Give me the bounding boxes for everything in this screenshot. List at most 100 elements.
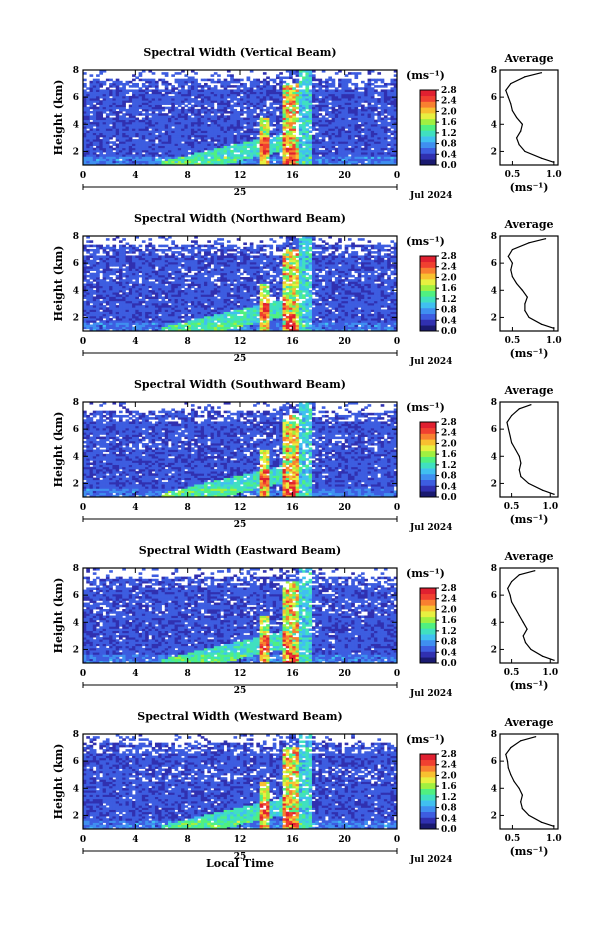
x-tick-label: 8 — [185, 669, 191, 679]
avg-y-tick-label: 6 — [491, 93, 497, 103]
colorbar-unit: (ms⁻¹) — [406, 69, 445, 82]
average-point — [510, 747, 511, 748]
average-title: Average — [503, 550, 553, 563]
y-tick-label: 6 — [73, 757, 79, 767]
average-point — [516, 117, 517, 118]
average-point — [542, 656, 543, 657]
average-title: Average — [503, 384, 553, 397]
average-point — [542, 490, 543, 491]
colorbar-tick-label: 1.2 — [441, 295, 457, 305]
colorbar-tick-label: 0.8 — [441, 638, 457, 648]
average-point — [512, 276, 513, 277]
y-axis-label: Height (km) — [52, 744, 65, 820]
avg-y-tick-label: 6 — [491, 259, 497, 269]
average-point — [519, 615, 520, 616]
x-tick-label: 0 — [80, 503, 86, 513]
avg-y-tick-label: 2 — [491, 811, 497, 821]
y-tick-label: 8 — [73, 564, 79, 574]
average-point — [518, 144, 519, 145]
x-tick-label: 4 — [132, 835, 138, 845]
day-label: 25 — [234, 520, 247, 530]
colorbar-tick-label: 1.6 — [441, 284, 457, 294]
average-frame — [500, 568, 558, 663]
average-point — [528, 815, 529, 816]
x-tick-label: 4 — [132, 669, 138, 679]
x-tick-label: 12 — [234, 503, 247, 513]
y-tick-label: 2 — [73, 313, 79, 323]
avg-y-tick-label: 2 — [491, 147, 497, 157]
x-tick-label: 12 — [234, 337, 247, 347]
colorbar-tick-label: 1.2 — [441, 461, 457, 471]
average-point — [528, 483, 529, 484]
colorbar-tick-label: 2.0 — [441, 273, 457, 283]
average-profile-line — [508, 239, 554, 329]
colorbar-tick-label: 0.8 — [441, 472, 457, 482]
x-tick-label: 16 — [286, 337, 299, 347]
colorbar-tick-label: 2.0 — [441, 107, 457, 117]
y-tick-label: 8 — [73, 232, 79, 242]
average-point — [509, 595, 510, 596]
average-point — [519, 456, 520, 457]
average-frame — [500, 70, 558, 165]
average-point — [541, 158, 542, 159]
colorbar-tick-label: 2.8 — [441, 252, 457, 262]
y-tick-label: 2 — [73, 811, 79, 821]
colorbar-tick-label: 2.0 — [441, 771, 457, 781]
average-point — [522, 794, 523, 795]
avg-x-tick-label: 1.0 — [542, 502, 558, 512]
date-label: Jul 2024 — [409, 855, 452, 865]
avg-unit-label: (ms⁻¹) — [510, 181, 549, 194]
x-tick-label: 0 — [394, 503, 400, 513]
x-tick-label: 0 — [80, 669, 86, 679]
y-tick-label: 4 — [73, 618, 79, 628]
colorbar-tick-label: 0.4 — [441, 150, 457, 160]
avg-y-tick-label: 6 — [491, 425, 497, 435]
x-tick-label: 0 — [394, 337, 400, 347]
average-frame — [500, 402, 558, 497]
avg-x-tick-label: 0.5 — [504, 668, 520, 678]
panel-3: Spectral Width (Southward Beam)0 4 8 12 16 20… — [52, 378, 558, 533]
avg-y-tick-label: 6 — [491, 591, 497, 601]
y-axis-label: Height (km) — [52, 578, 65, 654]
colorbar-tick-label: 2.8 — [441, 418, 457, 428]
average-point — [505, 90, 506, 91]
y-tick-label: 6 — [73, 93, 79, 103]
avg-y-tick-label: 2 — [491, 479, 497, 489]
average-point — [528, 242, 529, 243]
colorbar-tick-label: 2.4 — [441, 263, 457, 273]
x-tick-label: 12 — [234, 171, 247, 181]
x-tick-label: 0 — [80, 337, 86, 347]
y-tick-label: 8 — [73, 730, 79, 740]
heatmap-cells — [83, 402, 397, 497]
avg-x-tick-label: 0.5 — [505, 834, 521, 844]
avg-x-tick-label: 1.0 — [546, 336, 562, 346]
average-profile-line — [506, 73, 554, 163]
panel-2: Spectral Width (Northward Beam)0 4 8 12 16 20… — [52, 212, 562, 367]
average-point — [554, 494, 555, 495]
y-tick-label: 6 — [73, 591, 79, 601]
average-point — [528, 317, 529, 318]
average-point — [513, 781, 514, 782]
average-profile-line — [507, 405, 554, 495]
avg-y-tick-label: 8 — [491, 564, 497, 574]
colorbar-tick-label: 0.0 — [441, 161, 457, 171]
colorbar — [420, 90, 436, 165]
date-label: Jul 2024 — [409, 191, 452, 201]
x-tick-label: 0 — [394, 171, 400, 181]
average-point — [511, 601, 512, 602]
avg-unit-label: (ms⁻¹) — [510, 845, 549, 858]
colorbar-unit: (ms⁻¹) — [406, 235, 445, 248]
average-point — [508, 429, 509, 430]
y-tick-label: 6 — [73, 425, 79, 435]
avg-y-tick-label: 4 — [491, 452, 497, 462]
y-tick-label: 2 — [73, 645, 79, 655]
date-label: Jul 2024 — [409, 689, 452, 699]
average-point — [507, 588, 508, 589]
average-point — [541, 324, 542, 325]
average-point — [545, 238, 546, 239]
x-tick-label: 16 — [286, 503, 299, 513]
y-tick-label: 4 — [73, 120, 79, 130]
average-point — [541, 72, 542, 73]
heatmap-cells — [83, 70, 397, 165]
x-tick-label: 8 — [185, 835, 191, 845]
